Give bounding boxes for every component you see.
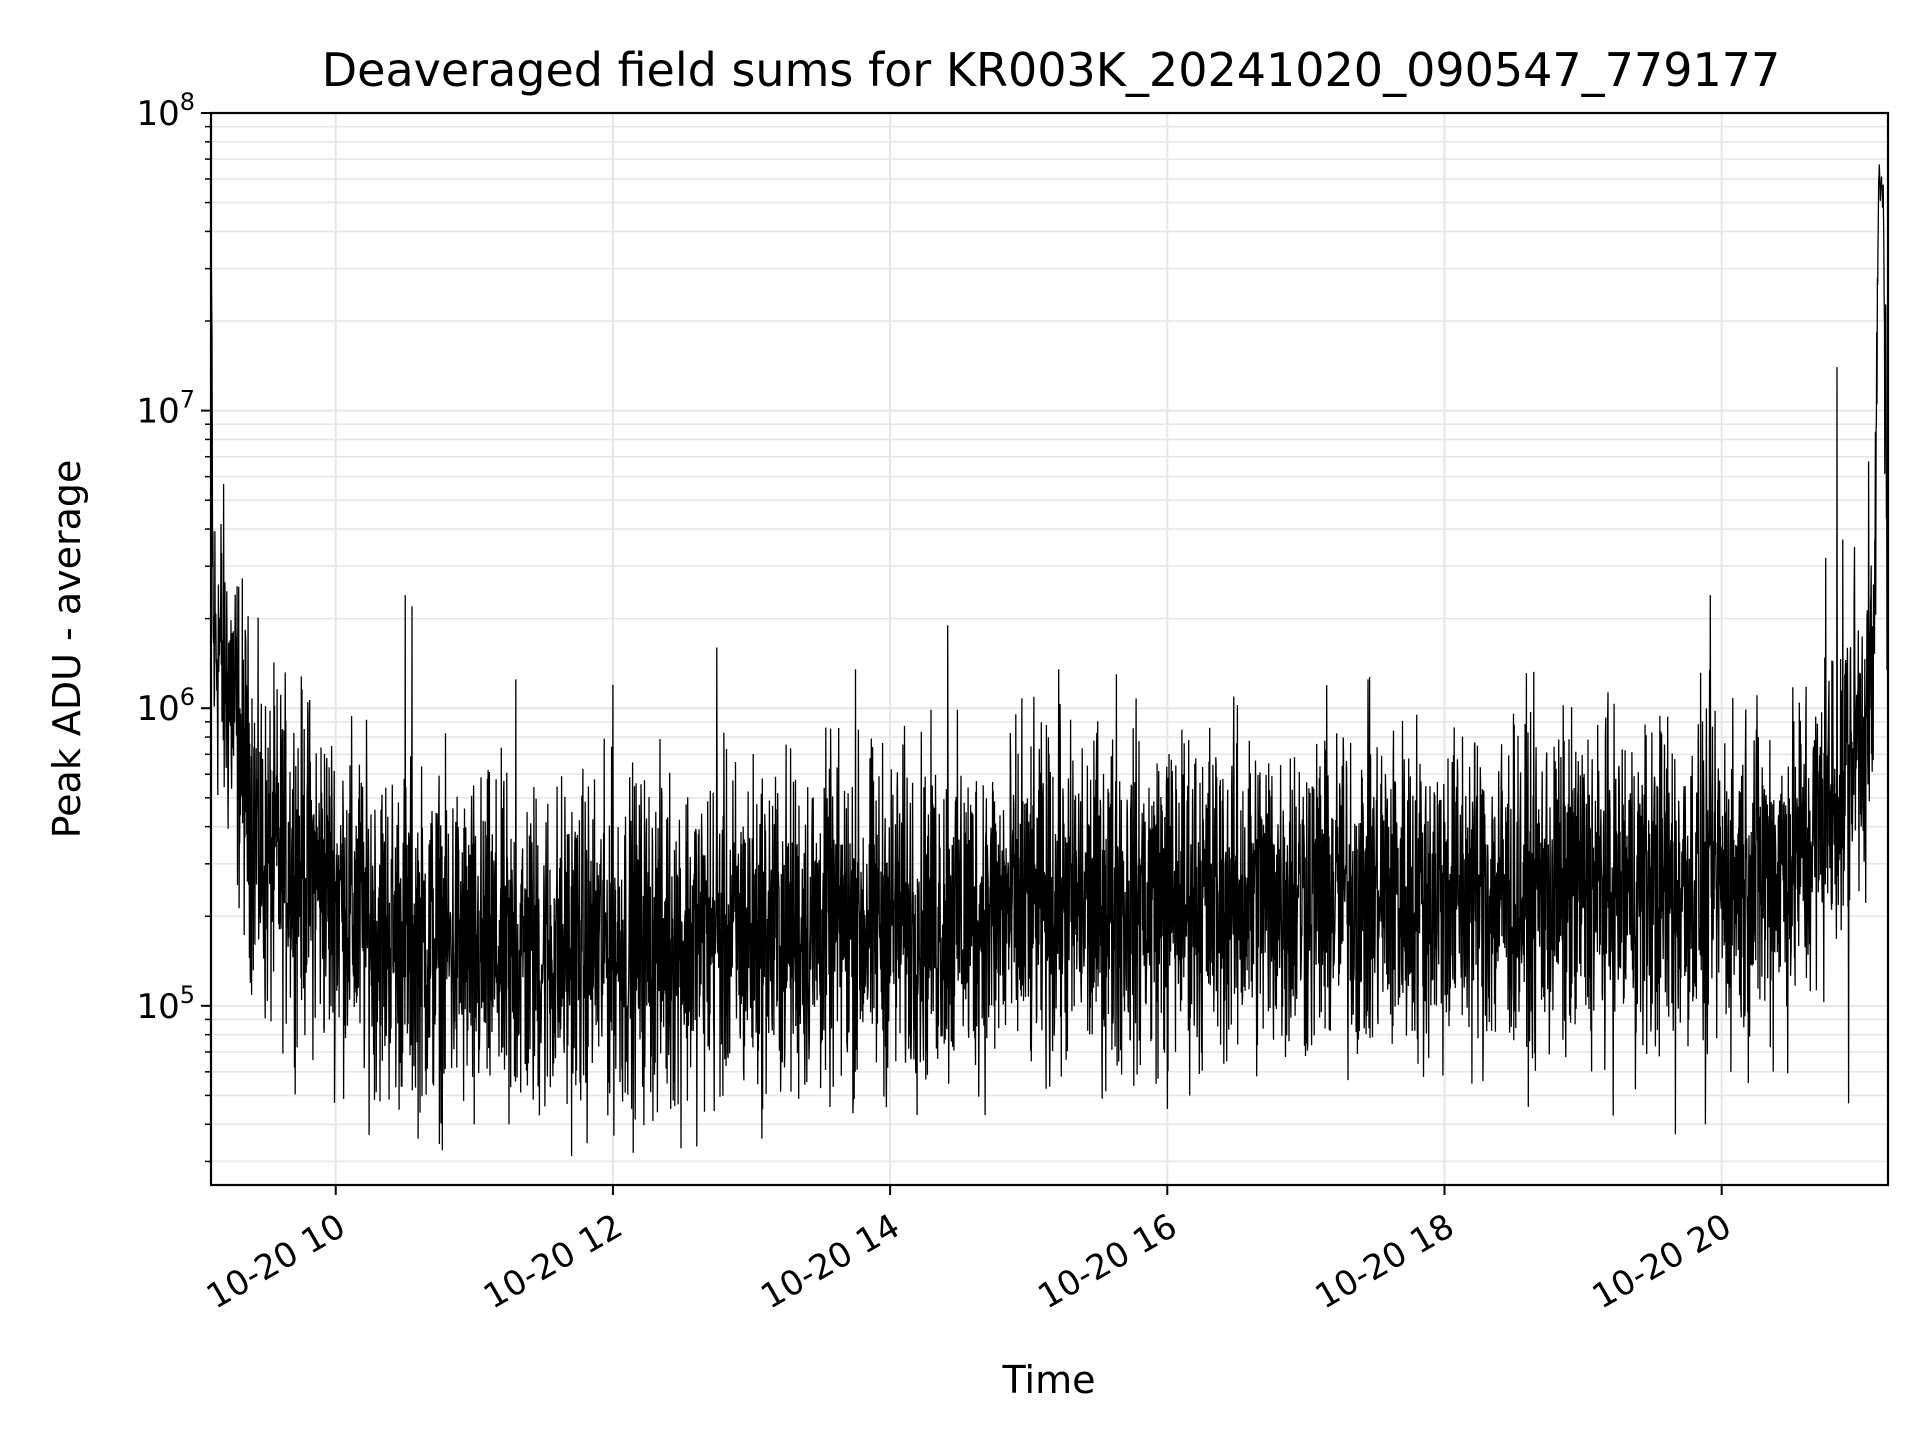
y-tick-label: 107 [136, 386, 195, 432]
plot-area [210, 164, 1889, 1157]
y-tick-label: 108 [136, 88, 195, 134]
y-axis-label: Peak ADU - average [45, 460, 89, 839]
y-tick-label: 105 [136, 981, 195, 1027]
axes-frame [209, 111, 1890, 1187]
series-line [210, 164, 1889, 1157]
y-tick-label: 106 [136, 683, 195, 729]
chart-title: Deaveraged field sums for KR003K_2024102… [322, 43, 1781, 97]
x-axis-label: Time [1002, 1358, 1096, 1402]
y-axis: 105 106 107 108 [136, 88, 211, 1163]
